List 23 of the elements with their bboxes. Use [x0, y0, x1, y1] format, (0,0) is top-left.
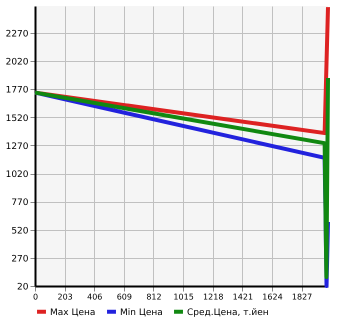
x-tick-label: 1624 — [262, 292, 283, 302]
x-tick-label: 203 — [57, 292, 73, 302]
x-tick-label: 1421 — [232, 292, 254, 302]
y-tick-label: 2270 — [6, 29, 29, 40]
y-tick-label: 520 — [11, 226, 29, 236]
y-tick-label: 1270 — [6, 142, 29, 152]
x-tick-label: 0 — [32, 292, 38, 302]
legend-label: Max Цена — [50, 308, 96, 318]
y-tick-label: 2020 — [6, 58, 29, 68]
x-tick-label: 609 — [116, 292, 132, 302]
y-tick-label: 1520 — [6, 114, 29, 124]
legend-label: Сред.Цена, т.йен — [187, 308, 269, 318]
y-tick-label: 20 — [17, 282, 29, 292]
y-tick-label: 270 — [11, 254, 29, 264]
x-tick-label: 406 — [87, 292, 102, 302]
x-tick-label: 1827 — [292, 292, 312, 302]
y-tick-label: 1020 — [6, 170, 29, 180]
x-tick-label: 1015 — [173, 292, 194, 302]
legend-label: Min Цена — [120, 308, 163, 318]
x-tick-label: 1218 — [203, 292, 224, 302]
y-tick-label: 1770 — [6, 86, 29, 96]
y-tick-label: 770 — [11, 198, 29, 208]
x-tick-label: 812 — [146, 292, 162, 302]
